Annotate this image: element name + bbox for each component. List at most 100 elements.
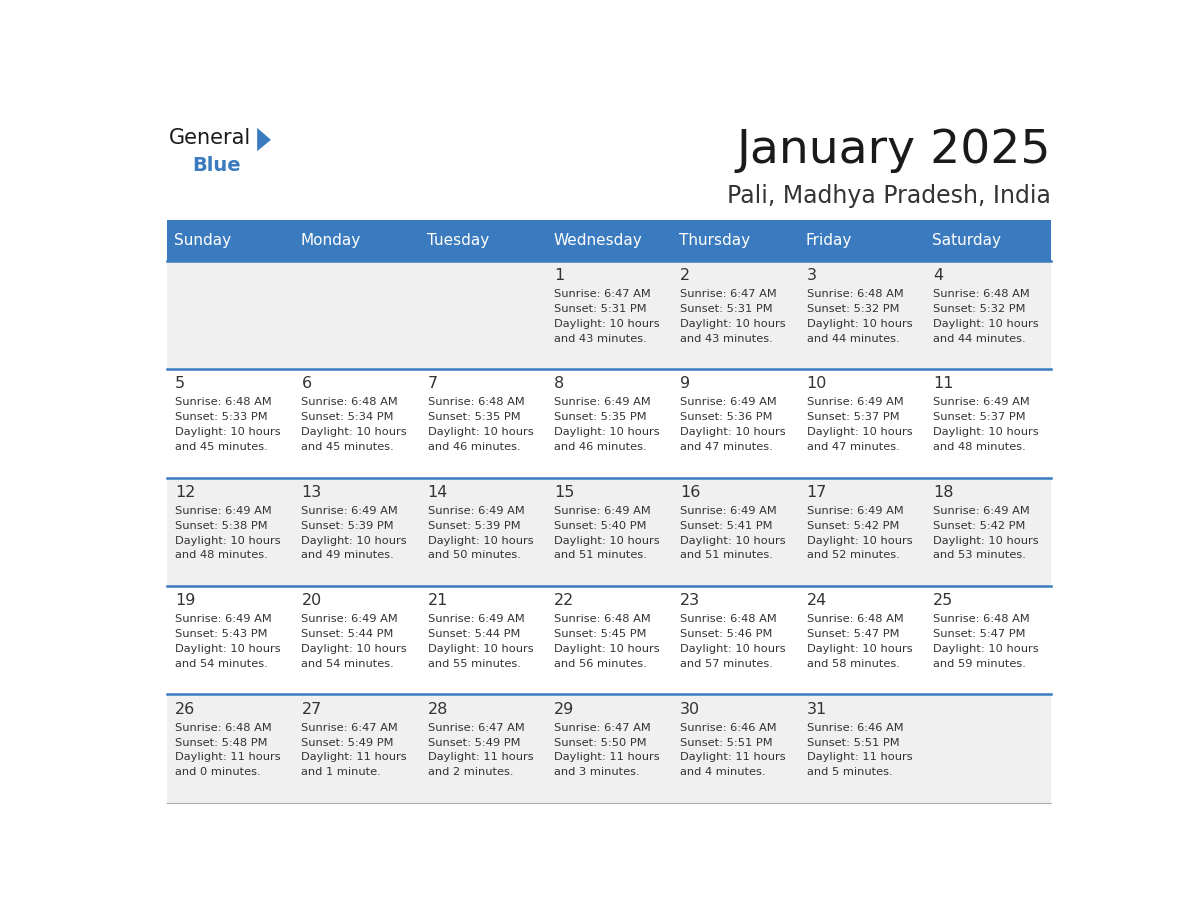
Text: Sunrise: 6:49 AM: Sunrise: 6:49 AM <box>302 614 398 624</box>
Text: Sunset: 5:44 PM: Sunset: 5:44 PM <box>302 629 394 639</box>
Text: 28: 28 <box>428 701 448 717</box>
Text: Sunrise: 6:48 AM: Sunrise: 6:48 AM <box>807 614 903 624</box>
Text: Sunrise: 6:48 AM: Sunrise: 6:48 AM <box>554 614 651 624</box>
Bar <box>545 219 672 261</box>
Text: Sunset: 5:32 PM: Sunset: 5:32 PM <box>807 304 899 314</box>
Text: Sunrise: 6:47 AM: Sunrise: 6:47 AM <box>681 289 777 299</box>
Bar <box>293 219 419 261</box>
Text: and 45 minutes.: and 45 minutes. <box>302 442 394 452</box>
Text: Sunrise: 6:49 AM: Sunrise: 6:49 AM <box>428 506 524 516</box>
Text: Sunrise: 6:48 AM: Sunrise: 6:48 AM <box>175 397 272 408</box>
Bar <box>166 369 1051 477</box>
Text: Sunrise: 6:48 AM: Sunrise: 6:48 AM <box>807 289 903 299</box>
Text: 16: 16 <box>681 485 701 499</box>
Text: 17: 17 <box>807 485 827 499</box>
Text: 7: 7 <box>428 376 438 391</box>
Text: 10: 10 <box>807 376 827 391</box>
Text: Daylight: 10 hours: Daylight: 10 hours <box>554 427 659 437</box>
Text: 11: 11 <box>933 376 953 391</box>
Text: 31: 31 <box>807 701 827 717</box>
Text: Daylight: 11 hours: Daylight: 11 hours <box>554 753 659 763</box>
Text: Daylight: 10 hours: Daylight: 10 hours <box>681 427 786 437</box>
Text: Daylight: 10 hours: Daylight: 10 hours <box>175 535 280 545</box>
Text: 5: 5 <box>175 376 185 391</box>
Text: Sunrise: 6:48 AM: Sunrise: 6:48 AM <box>681 614 777 624</box>
Text: Sunset: 5:49 PM: Sunset: 5:49 PM <box>302 737 394 747</box>
Text: and 52 minutes.: and 52 minutes. <box>807 551 899 560</box>
Text: Daylight: 10 hours: Daylight: 10 hours <box>933 644 1038 654</box>
Text: Sunday: Sunday <box>175 233 232 248</box>
Text: and 46 minutes.: and 46 minutes. <box>554 442 646 452</box>
Text: Daylight: 10 hours: Daylight: 10 hours <box>302 427 407 437</box>
Text: 22: 22 <box>554 593 574 608</box>
Text: 26: 26 <box>175 701 196 717</box>
Text: and 55 minutes.: and 55 minutes. <box>428 659 520 669</box>
Text: Sunset: 5:51 PM: Sunset: 5:51 PM <box>681 737 773 747</box>
Text: Sunset: 5:42 PM: Sunset: 5:42 PM <box>807 521 899 531</box>
Text: Sunset: 5:47 PM: Sunset: 5:47 PM <box>807 629 899 639</box>
Text: Daylight: 10 hours: Daylight: 10 hours <box>807 319 912 329</box>
Text: Sunrise: 6:49 AM: Sunrise: 6:49 AM <box>933 506 1030 516</box>
Text: and 53 minutes.: and 53 minutes. <box>933 551 1025 560</box>
Text: and 59 minutes.: and 59 minutes. <box>933 659 1025 669</box>
Text: Daylight: 10 hours: Daylight: 10 hours <box>554 644 659 654</box>
Text: and 48 minutes.: and 48 minutes. <box>933 442 1025 452</box>
Text: Sunrise: 6:49 AM: Sunrise: 6:49 AM <box>807 506 903 516</box>
Text: Friday: Friday <box>805 233 852 248</box>
Text: Daylight: 10 hours: Daylight: 10 hours <box>807 644 912 654</box>
Text: 6: 6 <box>302 376 311 391</box>
Text: Sunrise: 6:48 AM: Sunrise: 6:48 AM <box>428 397 524 408</box>
Text: Sunrise: 6:49 AM: Sunrise: 6:49 AM <box>807 397 903 408</box>
Text: and 0 minutes.: and 0 minutes. <box>175 767 261 778</box>
Text: 25: 25 <box>933 593 953 608</box>
Text: and 47 minutes.: and 47 minutes. <box>807 442 899 452</box>
Text: Daylight: 10 hours: Daylight: 10 hours <box>175 644 280 654</box>
Text: Sunset: 5:39 PM: Sunset: 5:39 PM <box>428 521 520 531</box>
Text: Wednesday: Wednesday <box>554 233 642 248</box>
Text: and 45 minutes.: and 45 minutes. <box>175 442 268 452</box>
Text: and 50 minutes.: and 50 minutes. <box>428 551 520 560</box>
Text: Sunset: 5:42 PM: Sunset: 5:42 PM <box>933 521 1025 531</box>
Bar <box>419 219 545 261</box>
Text: and 3 minutes.: and 3 minutes. <box>554 767 639 778</box>
Text: Daylight: 10 hours: Daylight: 10 hours <box>175 427 280 437</box>
Text: and 49 minutes.: and 49 minutes. <box>302 551 394 560</box>
Text: Daylight: 10 hours: Daylight: 10 hours <box>807 535 912 545</box>
Text: 18: 18 <box>933 485 953 499</box>
Text: 15: 15 <box>554 485 574 499</box>
Text: Sunrise: 6:49 AM: Sunrise: 6:49 AM <box>428 614 524 624</box>
Text: Sunrise: 6:48 AM: Sunrise: 6:48 AM <box>175 722 272 733</box>
Text: Daylight: 10 hours: Daylight: 10 hours <box>933 319 1038 329</box>
Text: and 48 minutes.: and 48 minutes. <box>175 551 268 560</box>
Text: Blue: Blue <box>192 156 241 175</box>
Text: Daylight: 10 hours: Daylight: 10 hours <box>428 427 533 437</box>
Bar <box>166 261 1051 369</box>
Text: 1: 1 <box>554 268 564 283</box>
Text: 29: 29 <box>554 701 574 717</box>
Text: and 1 minute.: and 1 minute. <box>302 767 381 778</box>
Text: and 54 minutes.: and 54 minutes. <box>302 659 394 669</box>
Text: Daylight: 10 hours: Daylight: 10 hours <box>933 535 1038 545</box>
Text: Sunrise: 6:48 AM: Sunrise: 6:48 AM <box>933 614 1030 624</box>
Text: and 2 minutes.: and 2 minutes. <box>428 767 513 778</box>
Text: Sunrise: 6:47 AM: Sunrise: 6:47 AM <box>554 289 651 299</box>
Text: Daylight: 11 hours: Daylight: 11 hours <box>302 753 407 763</box>
Text: Sunrise: 6:47 AM: Sunrise: 6:47 AM <box>554 722 651 733</box>
Text: 14: 14 <box>428 485 448 499</box>
Text: Sunrise: 6:49 AM: Sunrise: 6:49 AM <box>681 506 777 516</box>
Text: 30: 30 <box>681 701 701 717</box>
Text: Sunrise: 6:49 AM: Sunrise: 6:49 AM <box>681 397 777 408</box>
Text: 13: 13 <box>302 485 322 499</box>
Text: 23: 23 <box>681 593 701 608</box>
Text: Saturday: Saturday <box>931 233 1000 248</box>
Bar <box>798 219 924 261</box>
Text: Daylight: 11 hours: Daylight: 11 hours <box>428 753 533 763</box>
Text: Sunset: 5:33 PM: Sunset: 5:33 PM <box>175 412 267 422</box>
Text: Sunset: 5:44 PM: Sunset: 5:44 PM <box>428 629 520 639</box>
Text: Thursday: Thursday <box>680 233 751 248</box>
Text: Sunrise: 6:49 AM: Sunrise: 6:49 AM <box>554 506 651 516</box>
Text: Daylight: 10 hours: Daylight: 10 hours <box>681 535 786 545</box>
Text: Daylight: 11 hours: Daylight: 11 hours <box>175 753 280 763</box>
Text: 21: 21 <box>428 593 448 608</box>
Text: Sunset: 5:40 PM: Sunset: 5:40 PM <box>554 521 646 531</box>
